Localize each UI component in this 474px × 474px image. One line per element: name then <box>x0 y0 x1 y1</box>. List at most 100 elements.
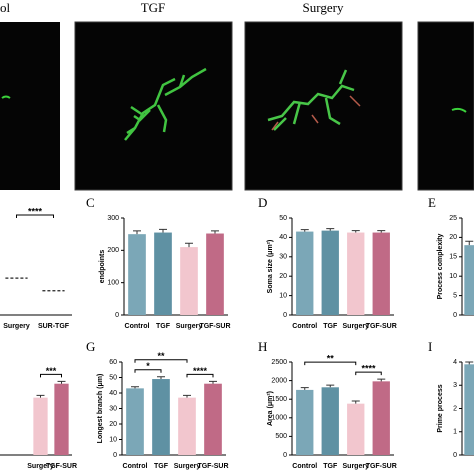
image <box>0 22 60 190</box>
panel-label: C <box>86 195 95 210</box>
bar <box>347 403 365 455</box>
error-bar <box>157 376 165 380</box>
y-tick-label: 15 <box>449 254 457 261</box>
bar <box>464 364 474 455</box>
y-tick-label: 1500 <box>271 396 287 403</box>
significance-label: *** <box>46 366 57 376</box>
panel-label: D <box>258 195 267 210</box>
bar <box>152 379 170 455</box>
x-tick-label: Surgery <box>174 463 201 470</box>
x-tick-label: Surgery <box>343 323 370 330</box>
bar <box>372 381 390 455</box>
error-bar <box>465 240 474 246</box>
x-tick-label: Control <box>125 323 150 330</box>
error-bar <box>185 242 193 248</box>
error-bar <box>133 230 141 235</box>
y-tick-label: 10 <box>109 436 117 443</box>
significance-bracket <box>355 371 382 376</box>
bar <box>321 230 339 315</box>
significance-label: **** <box>28 206 43 216</box>
cell-process <box>271 95 361 131</box>
error-bar <box>57 380 66 384</box>
y-tick-label: 20 <box>449 234 457 241</box>
error-bar <box>300 387 309 390</box>
y-axis-label: Prime process <box>437 384 444 432</box>
y-tick-label: 5 <box>453 292 457 299</box>
x-tick-label: TGF-SUR <box>199 323 230 330</box>
error-bar <box>211 230 219 234</box>
x-tick-label: TGF-SUR <box>46 463 77 470</box>
bar <box>206 233 224 315</box>
error-bar <box>209 380 217 384</box>
error-bar <box>326 384 335 388</box>
bar <box>126 388 144 455</box>
image-title: ol <box>0 0 11 15</box>
y-axis-label: Longest branch (μm) <box>97 374 104 444</box>
x-tick-label: TGF <box>156 323 171 330</box>
significance-label: **** <box>361 363 376 373</box>
bar <box>372 232 390 315</box>
y-tick-label: 0 <box>283 312 287 319</box>
bar <box>154 232 172 315</box>
error-bar <box>351 230 360 233</box>
panel-label: G <box>86 339 95 354</box>
panel-label: E <box>428 195 436 210</box>
y-tick-label: 50 <box>109 374 117 381</box>
y-tick-label: 2500 <box>271 359 287 366</box>
y-tick-label: 300 <box>107 215 119 222</box>
y-tick-label: 0 <box>453 312 457 319</box>
cell <box>124 67 207 141</box>
significance-bracket <box>304 361 357 366</box>
error-bar <box>131 386 139 389</box>
x-tick-label: Control <box>292 323 317 330</box>
cell <box>267 69 355 131</box>
image-title: TGF <box>141 0 166 15</box>
x-tick-label: Surgery <box>176 323 203 330</box>
y-tick-label: 500 <box>275 433 287 440</box>
y-tick-label: 20 <box>109 421 117 428</box>
bar <box>54 383 69 455</box>
x-tick-label: Surgery <box>27 463 54 470</box>
significance-label: * <box>146 361 150 371</box>
y-axis-label: Area (μm²) <box>267 391 274 426</box>
significance-bracket <box>16 214 54 218</box>
panel-label: H <box>258 339 267 354</box>
significance-label: **** <box>193 366 208 376</box>
y-tick-label: 30 <box>109 405 117 412</box>
y-tick-label: 100 <box>107 280 119 287</box>
panel-label: I <box>428 339 432 354</box>
image <box>244 21 403 191</box>
bar <box>128 234 146 315</box>
bar <box>296 389 314 455</box>
bar <box>178 397 196 455</box>
error-bar <box>351 400 360 404</box>
cell <box>1 95 11 99</box>
x-tick-label: Control <box>123 463 148 470</box>
bar <box>204 383 222 455</box>
y-tick-label: 20 <box>279 273 287 280</box>
bar <box>296 231 314 315</box>
image <box>417 21 474 191</box>
error-bar <box>36 394 45 398</box>
y-tick-label: 3 <box>453 382 457 389</box>
y-tick-label: 0 <box>113 452 117 459</box>
image-title: Surgery <box>303 0 344 15</box>
x-tick-label: TGF <box>323 463 338 470</box>
y-tick-label: 30 <box>279 254 287 261</box>
error-bar <box>159 228 167 233</box>
bar <box>347 232 365 315</box>
error-bar <box>377 230 386 233</box>
error-bar <box>377 378 386 382</box>
y-tick-label: 40 <box>109 390 117 397</box>
y-tick-label: 10 <box>449 273 457 280</box>
y-tick-label: 4 <box>453 359 457 366</box>
significance-bracket <box>186 373 214 378</box>
error-bar <box>183 394 191 398</box>
bar <box>180 247 198 315</box>
y-tick-label: 25 <box>449 215 457 222</box>
image-panels: ol TGF Surgery <box>0 0 474 191</box>
y-axis-label: Process complexity <box>437 234 444 300</box>
significance-bracket <box>134 369 162 373</box>
bar <box>321 387 339 455</box>
